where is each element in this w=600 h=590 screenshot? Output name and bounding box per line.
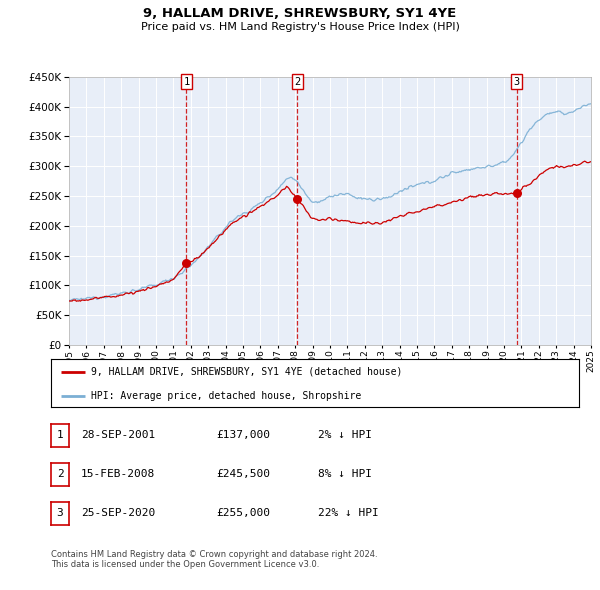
Text: £137,000: £137,000 (216, 431, 270, 440)
Point (182, 258, 191, 268)
Text: 2% ↓ HPI: 2% ↓ HPI (318, 431, 372, 440)
Text: Contains HM Land Registry data © Crown copyright and database right 2024.
This d: Contains HM Land Registry data © Crown c… (51, 550, 377, 569)
Text: 2: 2 (294, 77, 301, 87)
Text: 3: 3 (56, 509, 64, 518)
Text: 22% ↓ HPI: 22% ↓ HPI (318, 509, 379, 518)
Text: 8% ↓ HPI: 8% ↓ HPI (318, 470, 372, 479)
Text: 1: 1 (184, 77, 190, 87)
Text: 25-SEP-2020: 25-SEP-2020 (81, 509, 155, 518)
Text: £255,000: £255,000 (216, 509, 270, 518)
Text: 3: 3 (514, 77, 520, 87)
Text: 1: 1 (56, 431, 64, 440)
Text: 9, HALLAM DRIVE, SHREWSBURY, SY1 4YE: 9, HALLAM DRIVE, SHREWSBURY, SY1 4YE (143, 7, 457, 20)
Text: Price paid vs. HM Land Registry's House Price Index (HPI): Price paid vs. HM Land Registry's House … (140, 22, 460, 32)
Text: HPI: Average price, detached house, Shropshire: HPI: Average price, detached house, Shro… (91, 391, 361, 401)
Text: £245,500: £245,500 (216, 470, 270, 479)
Text: 9, HALLAM DRIVE, SHREWSBURY, SY1 4YE (detached house): 9, HALLAM DRIVE, SHREWSBURY, SY1 4YE (de… (91, 367, 402, 377)
Text: 15-FEB-2008: 15-FEB-2008 (81, 470, 155, 479)
Text: 28-SEP-2001: 28-SEP-2001 (81, 431, 155, 440)
Point (292, 194, 302, 204)
Point (512, 188, 521, 198)
Text: 2: 2 (56, 470, 64, 479)
